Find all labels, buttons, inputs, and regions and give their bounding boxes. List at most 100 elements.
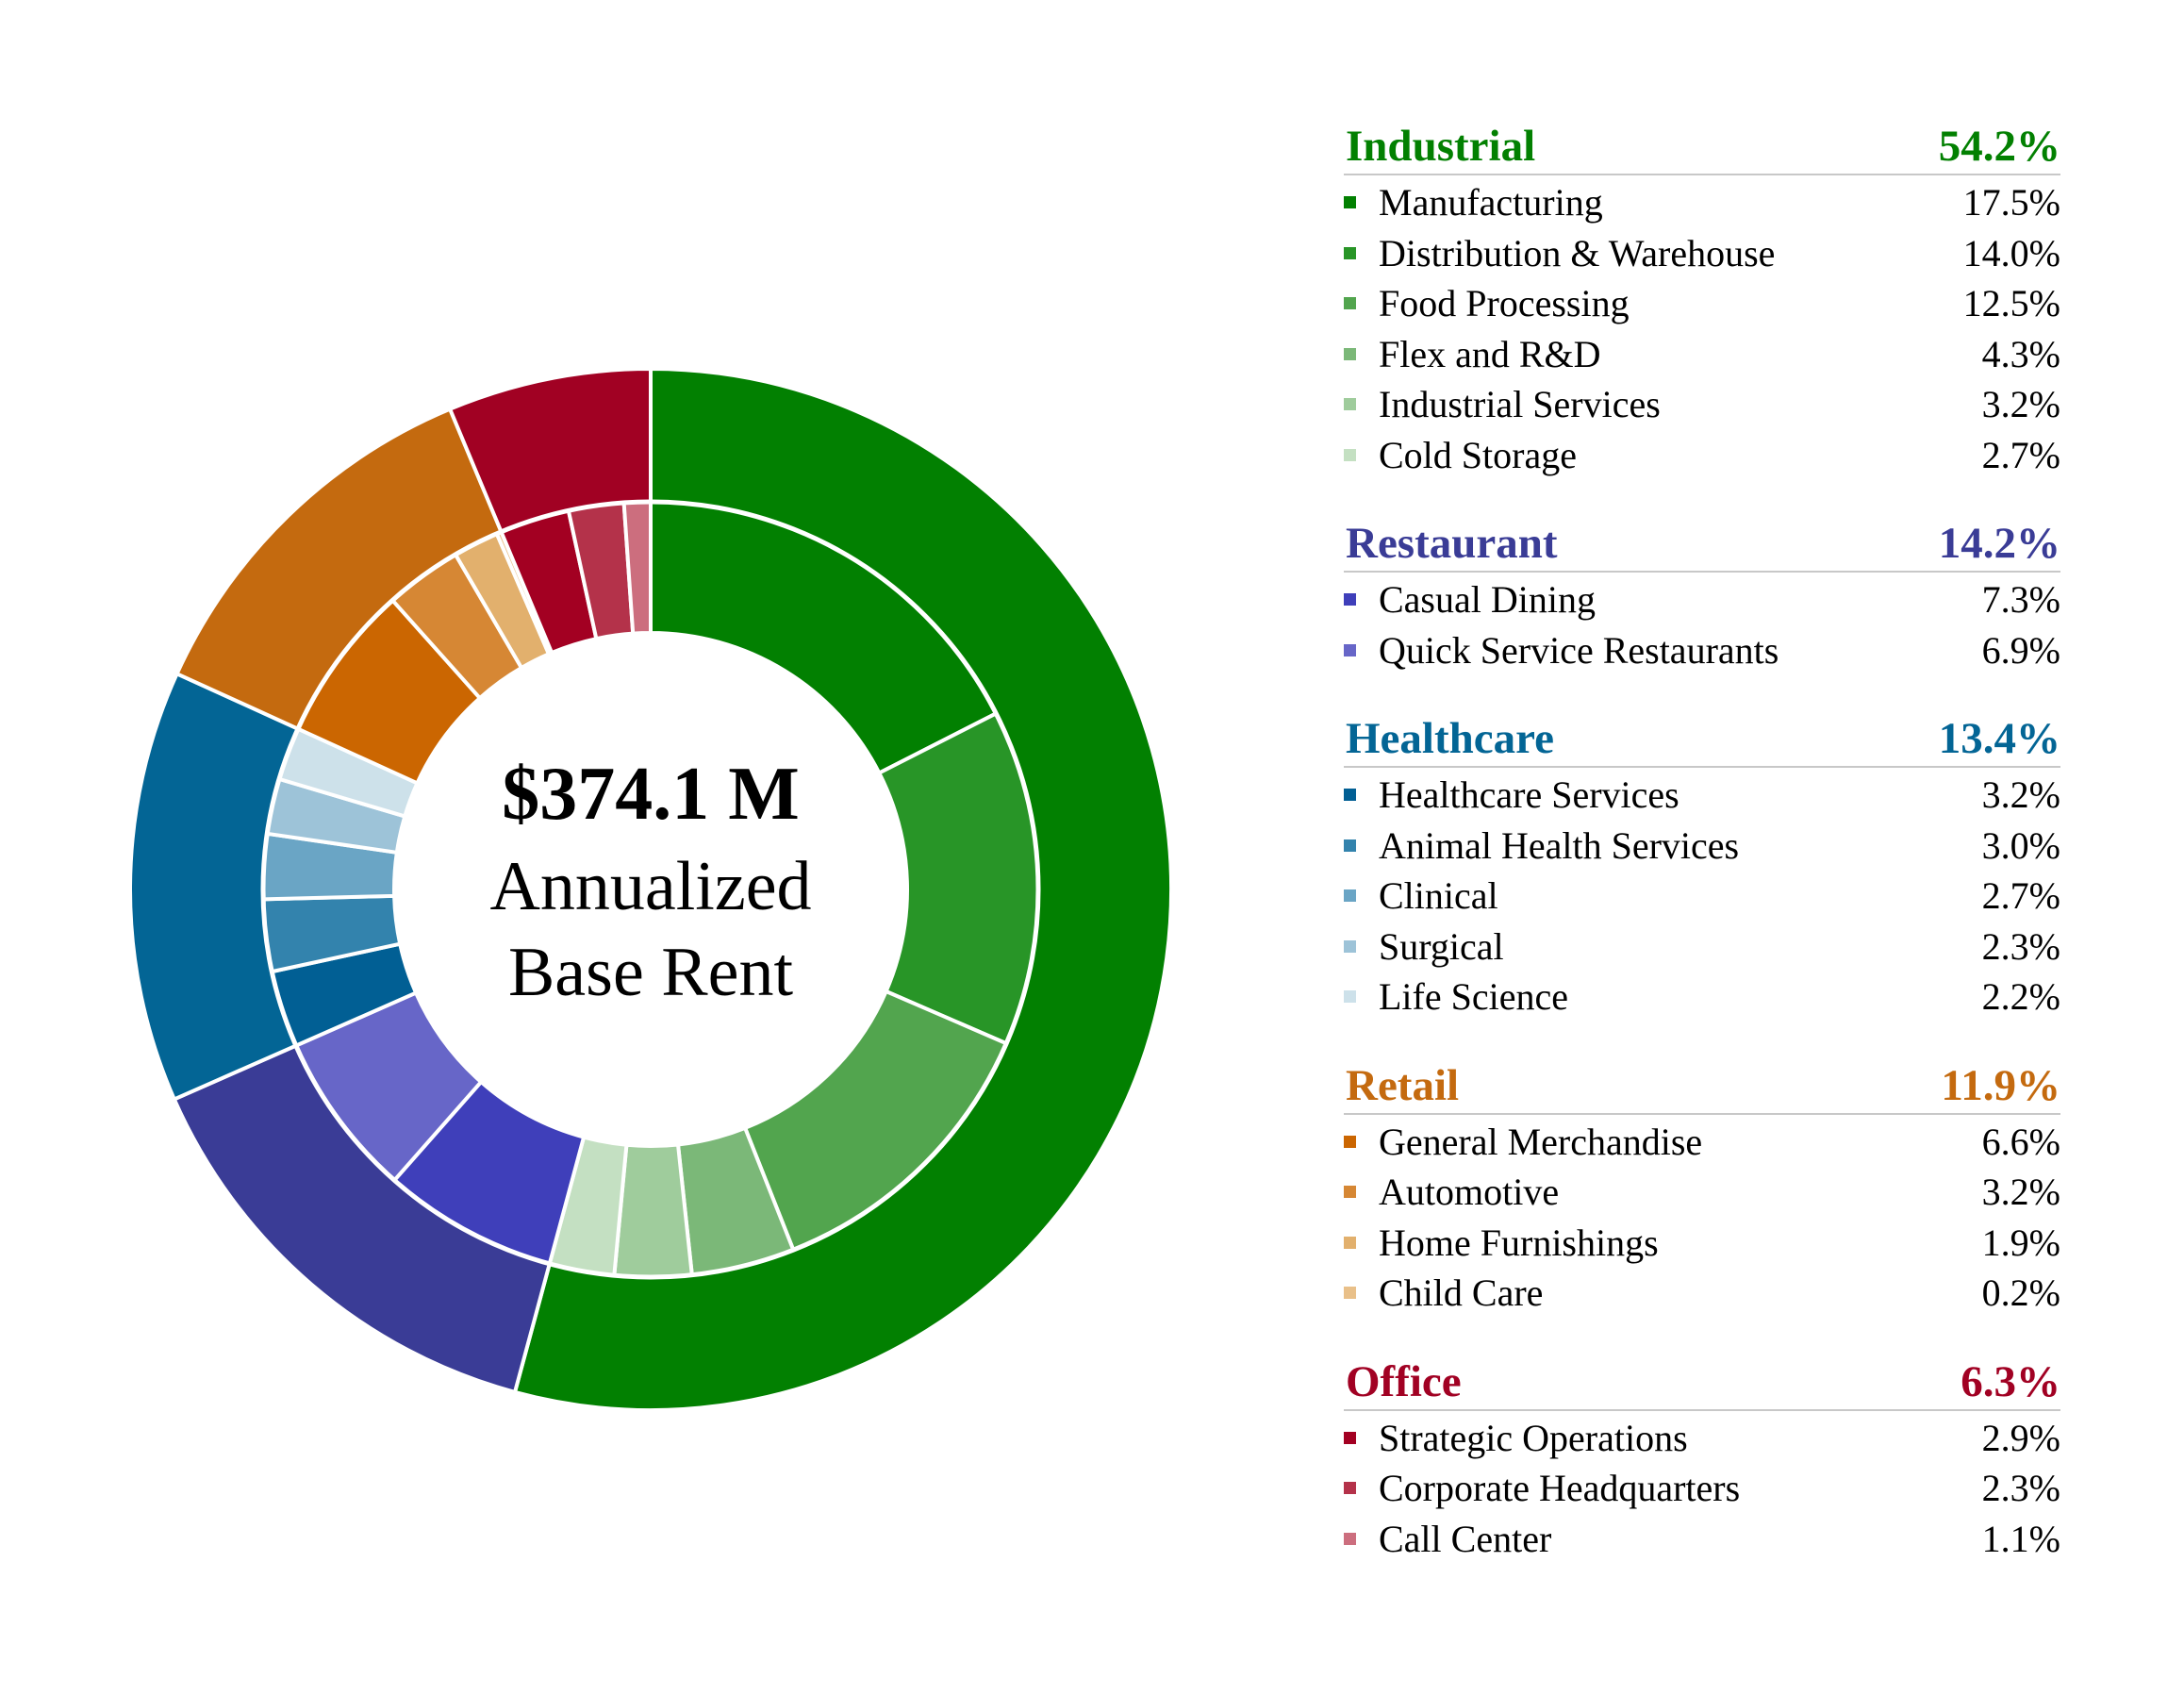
legend-item-value: 2.2% — [1981, 975, 2060, 1018]
legend-item: Home Furnishings 1.9% — [1344, 1218, 2060, 1269]
legend-item-value: 0.2% — [1981, 1271, 2060, 1314]
legend-group-name: Healthcare — [1346, 714, 1555, 763]
legend-item: Surgical 2.3% — [1344, 922, 2060, 972]
inner-ring — [260, 499, 1041, 1280]
legend-item: Flex and R&D 4.3% — [1344, 329, 2060, 380]
center-amount: $374.1 M — [502, 753, 800, 836]
legend: Industrial 54.2% Manufacturing 17.5% Distrib… — [1344, 121, 2060, 1602]
legend-item-label: Life Science — [1379, 975, 1568, 1018]
legend-item-value: 2.9% — [1981, 1416, 2060, 1459]
center-label-line2: Base Rent — [508, 934, 794, 1011]
legend-swatch — [1344, 1186, 1356, 1199]
legend-item: Call Center 1.1% — [1344, 1514, 2060, 1565]
legend-item-value: 17.5% — [1962, 181, 2060, 224]
legend-item-value: 2.3% — [1981, 924, 2060, 968]
legend-group-industrial: Industrial 54.2% Manufacturing 17.5% Distrib… — [1344, 121, 2060, 480]
legend-item: Automotive 3.2% — [1344, 1167, 2060, 1218]
legend-item-value: 6.6% — [1981, 1120, 2060, 1163]
legend-item: Manufacturing 17.5% — [1344, 177, 2060, 228]
legend-group-name: Restaurant — [1346, 519, 1558, 568]
legend-item-value: 7.3% — [1981, 578, 2060, 621]
legend-item-label: Industrial Services — [1379, 383, 1661, 425]
legend-item-label: Flex and R&D — [1379, 332, 1601, 375]
legend-group-value: 11.9% — [1941, 1060, 2060, 1110]
legend-swatch — [1344, 939, 1356, 953]
legend-item-value: 14.0% — [1962, 231, 2060, 274]
legend-item-label: Home Furnishings — [1379, 1221, 1659, 1264]
legend-group-value: 13.4% — [1938, 714, 2060, 763]
legend-swatch — [1344, 1287, 1356, 1300]
legend-group-retail: Retail 11.9% General Merchandise 6.6% Automo… — [1344, 1060, 2060, 1319]
legend-item-value: 2.7% — [1981, 433, 2060, 476]
legend-item-value: 2.3% — [1981, 1467, 2060, 1509]
legend-item: Child Care 0.2% — [1344, 1268, 2060, 1319]
legend-item-value: 4.3% — [1981, 332, 2060, 375]
legend-swatch — [1344, 593, 1356, 607]
legend-swatch — [1344, 643, 1356, 656]
legend-item-label: Quick Service Restaurants — [1379, 628, 1779, 672]
legend-group-header: Healthcare 13.4% — [1344, 713, 2060, 768]
legend-item-value: 6.9% — [1981, 628, 2060, 672]
legend-swatch — [1344, 839, 1356, 852]
legend-item: Industrial Services 3.2% — [1344, 379, 2060, 430]
legend-item-label: Surgical — [1379, 924, 1504, 968]
legend-item-label: Casual Dining — [1379, 578, 1596, 621]
legend-swatch — [1344, 1482, 1356, 1495]
legend-item: Food Processing 12.5% — [1344, 278, 2060, 329]
legend-item-label: Healthcare Services — [1379, 773, 1679, 816]
legend-item-value: 1.9% — [1981, 1221, 2060, 1264]
legend-swatch — [1344, 789, 1356, 802]
legend-item: Healthcare Services 3.2% — [1344, 770, 2060, 821]
outer-ring — [128, 366, 1173, 1412]
legend-item: General Merchandise 6.6% — [1344, 1117, 2060, 1168]
legend-item-label: Call Center — [1379, 1517, 1552, 1560]
legend-item: Corporate Headquarters 2.3% — [1344, 1463, 2060, 1514]
ring-separator — [260, 499, 1041, 1280]
legend-item-value: 1.1% — [1981, 1517, 2060, 1560]
legend-item: Cold Storage 2.7% — [1344, 430, 2060, 481]
legend-swatch — [1344, 990, 1356, 1004]
legend-item: Life Science 2.2% — [1344, 972, 2060, 1022]
legend-group-name: Office — [1346, 1356, 1462, 1406]
legend-item-label: Distribution & Warehouse — [1379, 231, 1776, 274]
legend-swatch — [1344, 196, 1356, 209]
legend-item-value: 12.5% — [1962, 282, 2060, 324]
legend-item-value: 2.7% — [1981, 874, 2060, 917]
legend-item-label: Food Processing — [1379, 282, 1630, 324]
legend-swatch — [1344, 1236, 1356, 1249]
legend-item-label: Strategic Operations — [1379, 1416, 1688, 1459]
legend-group-name: Industrial — [1346, 122, 1536, 171]
legend-swatch — [1344, 398, 1356, 411]
legend-group-value: 54.2% — [1938, 122, 2060, 171]
legend-item-label: General Merchandise — [1379, 1120, 1703, 1163]
legend-group-restaurant: Restaurant 14.2% Casual Dining 7.3% Quick Se… — [1344, 518, 2060, 675]
legend-swatch — [1344, 448, 1356, 461]
legend-group-header: Retail 11.9% — [1344, 1060, 2060, 1115]
legend-item-value: 3.2% — [1981, 383, 2060, 425]
legend-item-label: Cold Storage — [1379, 433, 1577, 476]
legend-item: Distribution & Warehouse 14.0% — [1344, 228, 2060, 279]
legend-group-header: Office 6.3% — [1344, 1356, 2060, 1411]
legend-group-header: Restaurant 14.2% — [1344, 518, 2060, 573]
legend-item: Strategic Operations 2.9% — [1344, 1413, 2060, 1464]
inner-slice-distribution-warehouse — [876, 710, 1040, 1046]
legend-item: Animal Health Services 3.0% — [1344, 821, 2060, 872]
legend-group-office: Office 6.3% Strategic Operations 2.9% Corpor… — [1344, 1356, 2060, 1565]
legend-group-name: Retail — [1346, 1060, 1460, 1110]
legend-item-label: Automotive — [1379, 1171, 1560, 1213]
center-label-line1: Annualized — [489, 848, 811, 925]
legend-item-value: 3.2% — [1981, 1171, 2060, 1213]
legend-item-label: Child Care — [1379, 1271, 1544, 1314]
legend-swatch — [1344, 347, 1356, 360]
legend-item-label: Animal Health Services — [1379, 823, 1740, 867]
legend-group-value: 14.2% — [1938, 519, 2060, 568]
legend-item-label: Manufacturing — [1379, 181, 1603, 224]
legend-group-healthcare: Healthcare 13.4% Healthcare Services 3.2% An… — [1344, 713, 2060, 1022]
legend-item-label: Corporate Headquarters — [1379, 1467, 1741, 1509]
legend-swatch — [1344, 246, 1356, 259]
legend-item-value: 3.2% — [1981, 773, 2060, 816]
legend-group-header: Industrial 54.2% — [1344, 121, 2060, 175]
legend-swatch — [1344, 889, 1356, 903]
legend-item: Casual Dining 7.3% — [1344, 574, 2060, 625]
